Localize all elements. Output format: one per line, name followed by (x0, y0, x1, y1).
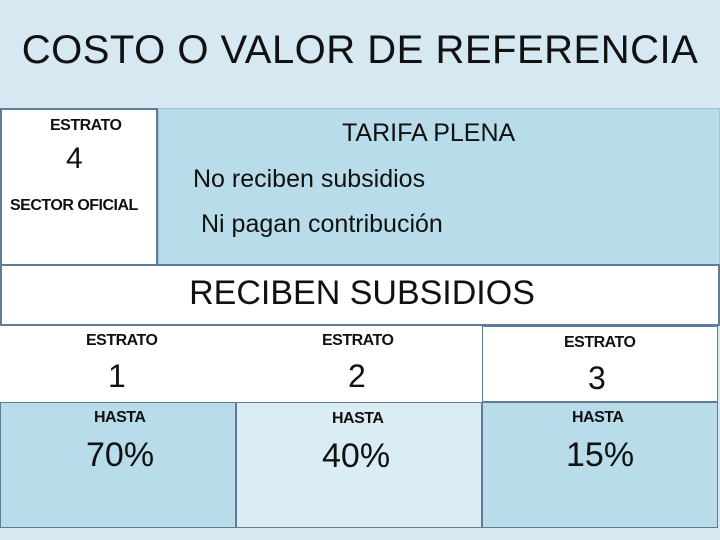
estrato-3-percent-cell (482, 402, 718, 528)
no-reciben-subsidios-text: No reciben subsidios (193, 165, 426, 193)
estrato-1-cell (0, 326, 236, 402)
estrato-2-label: ESTRATO (322, 332, 394, 349)
reciben-subsidios-banner (0, 264, 720, 326)
estrato-3-cell (482, 326, 718, 402)
estrato-4-box (0, 108, 158, 266)
tarifa-plena-heading: TARIFA PLENA (342, 119, 516, 147)
estrato-2-percent-cell (236, 402, 482, 528)
estrato-2-hasta-label: HASTA (332, 410, 384, 427)
estrato-4-number: 4 (66, 142, 83, 175)
sector-oficial-label: SECTOR OFICIAL (10, 197, 138, 214)
estrato-2-cell (236, 326, 482, 402)
page-title: COSTO O VALOR DE REFERENCIA (21, 28, 699, 72)
estrato-3-percent: 15% (566, 436, 635, 474)
estrato-1-percent-cell (0, 402, 236, 528)
estrato-4-label: ESTRATO (50, 117, 122, 134)
estrato-1-hasta-label: HASTA (94, 409, 146, 426)
estrato-3-number: 3 (588, 360, 606, 396)
estrato-2-number: 2 (348, 358, 366, 394)
estrato-3-label: ESTRATO (564, 334, 636, 351)
ni-pagan-contribucion-text: Ni pagan contribución (201, 210, 443, 238)
estrato-1-percent: 70% (86, 436, 155, 474)
estrato-3-hasta-label: HASTA (572, 409, 624, 426)
tarifa-plena-box (158, 108, 720, 266)
estrato-1-number: 1 (108, 358, 126, 394)
estrato-1-label: ESTRATO (86, 332, 158, 349)
estrato-2-percent: 40% (322, 437, 391, 475)
reciben-subsidios-text: RECIBEN SUBSIDIOS (189, 274, 535, 312)
